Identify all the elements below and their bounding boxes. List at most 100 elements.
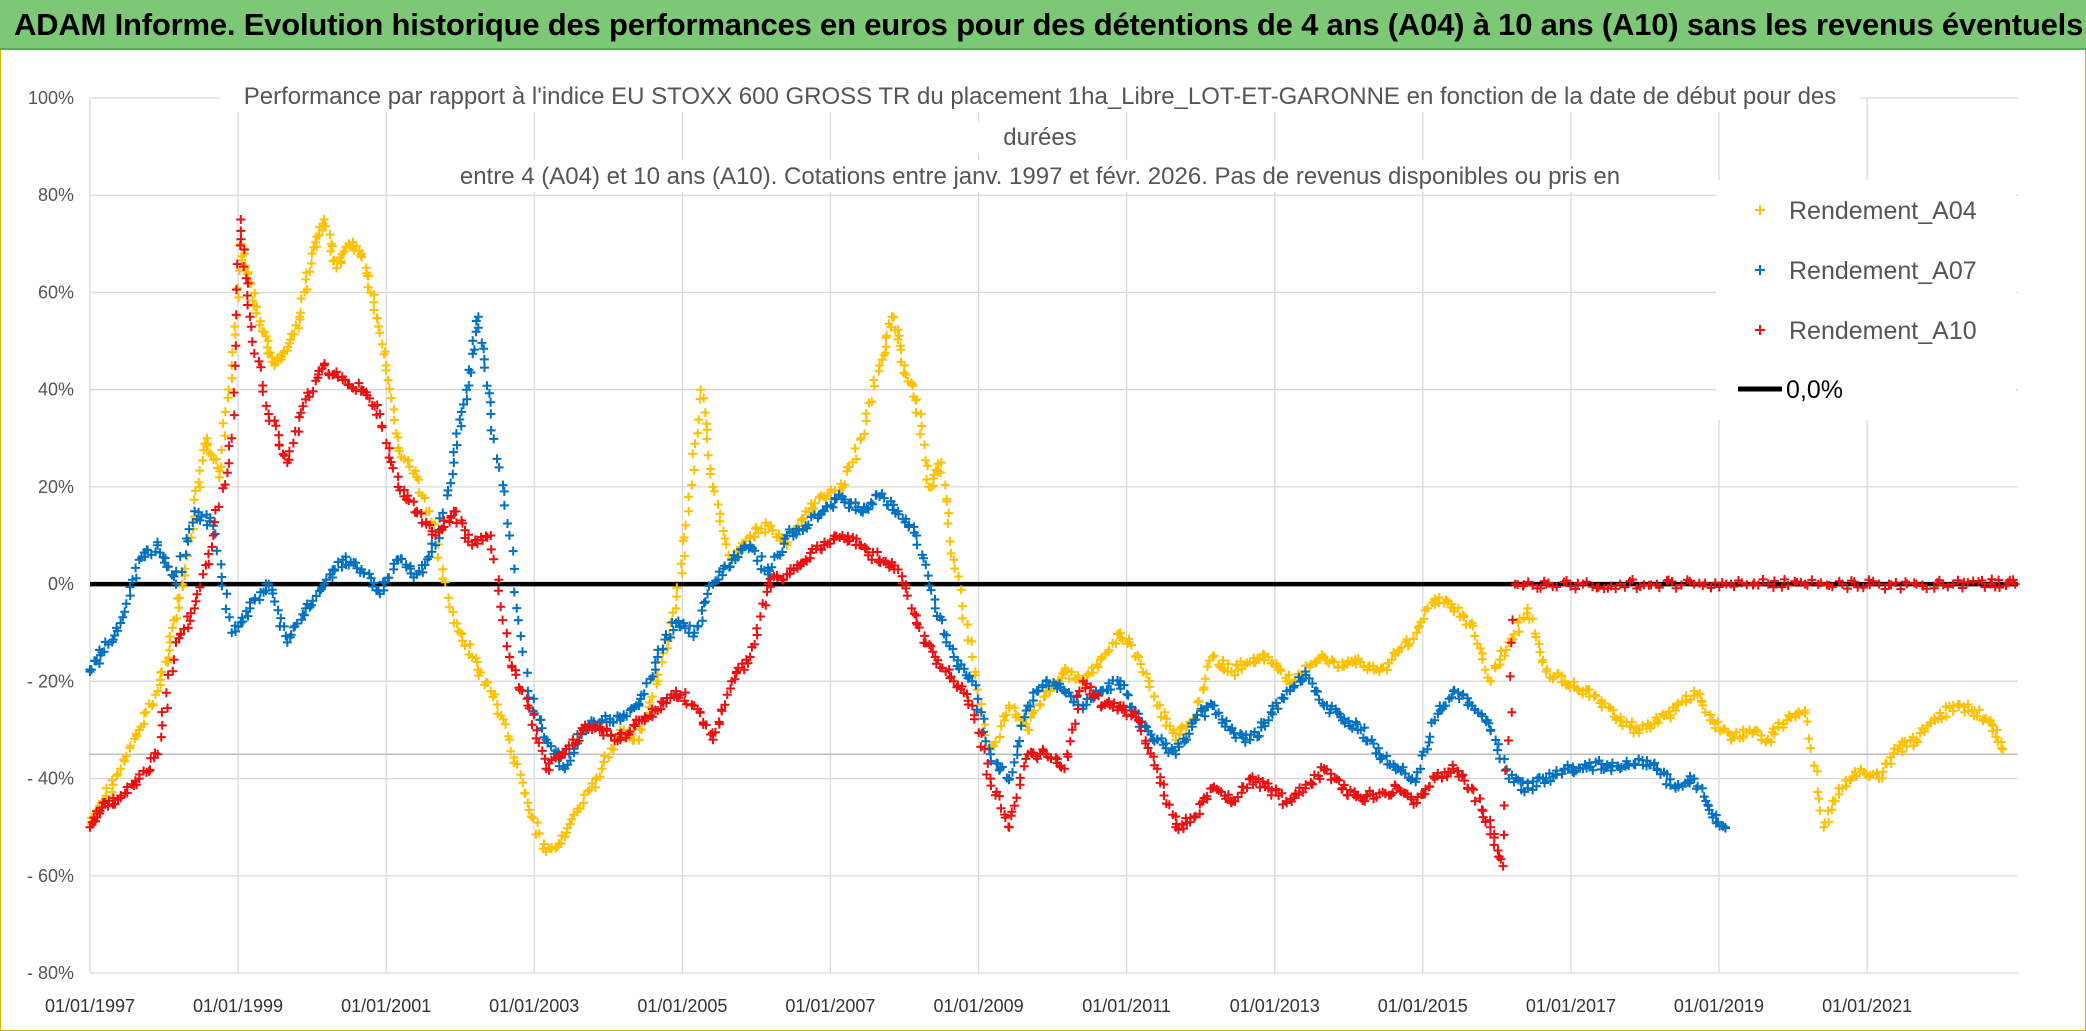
data-point: [1362, 736, 1372, 746]
data-point: [1913, 737, 1923, 747]
data-point: [486, 397, 496, 407]
data-point: [499, 486, 509, 496]
data-point: [446, 513, 456, 523]
data-point: [1420, 789, 1430, 799]
data-point: [944, 508, 954, 518]
data-point: [1807, 575, 1817, 585]
data-point: [326, 246, 336, 256]
data-point: [1562, 576, 1571, 585]
data-point: [394, 446, 404, 456]
data-point: [1523, 603, 1533, 613]
data-point: [1386, 790, 1396, 800]
data-point: [1155, 700, 1165, 710]
data-point: [1934, 575, 1944, 585]
data-point: [274, 430, 284, 440]
data-point: [921, 560, 931, 570]
data-point: [1142, 722, 1151, 732]
data-point: [484, 388, 494, 398]
data-point: [914, 623, 924, 632]
x-tick-label: 01/01/2019: [1674, 996, 1764, 1016]
data-point: [527, 720, 537, 730]
data-point: [705, 469, 715, 479]
data-point: [448, 607, 458, 617]
data-point: [1074, 686, 1084, 696]
data-point: [761, 600, 771, 610]
data-point: [462, 394, 472, 404]
data-point: [1977, 575, 1987, 585]
data-point: [634, 701, 644, 711]
data-point: [308, 596, 318, 606]
data-point: [175, 551, 185, 561]
data-point: [1537, 657, 1547, 667]
data-point: [186, 608, 196, 618]
data-point: [1406, 775, 1416, 785]
legend-swatch: [1755, 265, 1765, 275]
data-point: [198, 455, 208, 465]
chart-title: Performance par rapport à l'indice EU ST…: [220, 80, 1860, 192]
data-point: [537, 723, 547, 733]
data-point: [305, 267, 315, 277]
data-point: [1519, 613, 1529, 623]
data-point: [579, 798, 588, 808]
data-point: [1423, 744, 1432, 754]
data-point: [869, 375, 879, 385]
data-point: [229, 388, 239, 398]
data-point: [926, 585, 936, 595]
data-point: [1783, 581, 1793, 590]
data-point: [221, 604, 231, 614]
data-point: [509, 587, 519, 597]
data-point: [803, 520, 813, 530]
data-point: [511, 670, 521, 680]
data-point: [1306, 659, 1316, 669]
data-point: [1768, 724, 1778, 734]
title-backdrop: [975, 121, 1105, 153]
data-point: [733, 552, 743, 562]
data-point: [456, 421, 466, 431]
data-point: [1948, 579, 1958, 589]
data-point: [923, 571, 933, 581]
data-point: [256, 362, 266, 372]
y-tick-label: - 20%: [27, 671, 74, 691]
data-point: [1915, 728, 1925, 738]
data-point: [690, 439, 700, 449]
data-point: [121, 599, 131, 609]
data-point: [709, 486, 719, 496]
data-point: [1972, 711, 1982, 721]
data-point: [1223, 790, 1233, 800]
data-point: [995, 791, 1004, 801]
data-point: [1001, 710, 1011, 720]
data-point: [1339, 780, 1349, 790]
data-point: [946, 548, 956, 558]
data-point: [451, 507, 461, 516]
y-tick-label: 80%: [38, 185, 74, 205]
data-point: [375, 409, 385, 419]
data-point: [381, 438, 391, 448]
data-point: [1260, 721, 1270, 731]
data-points-layer: [85, 215, 2020, 871]
data-point: [354, 378, 364, 388]
data-point: [1531, 632, 1541, 642]
data-point: [583, 786, 593, 796]
data-point: [825, 539, 835, 549]
data-point: [713, 500, 723, 509]
data-point: [1146, 730, 1156, 739]
data-point: [218, 418, 228, 428]
data-point: [777, 547, 787, 557]
data-point: [1015, 773, 1025, 783]
data-point: [808, 504, 818, 514]
data-point: [1467, 783, 1477, 793]
data-point: [706, 730, 716, 739]
data-point: [1878, 767, 1888, 777]
data-point: [270, 597, 280, 606]
data-point: [942, 497, 952, 506]
data-point: [1611, 584, 1621, 594]
data-point: [438, 508, 448, 518]
data-point: [1258, 777, 1268, 786]
data-point: [1013, 741, 1022, 751]
data-point: [1164, 800, 1174, 810]
data-point: [211, 454, 221, 464]
data-point: [246, 322, 256, 332]
data-point: [1176, 723, 1186, 733]
data-point: [512, 759, 522, 769]
data-point: [384, 443, 394, 453]
